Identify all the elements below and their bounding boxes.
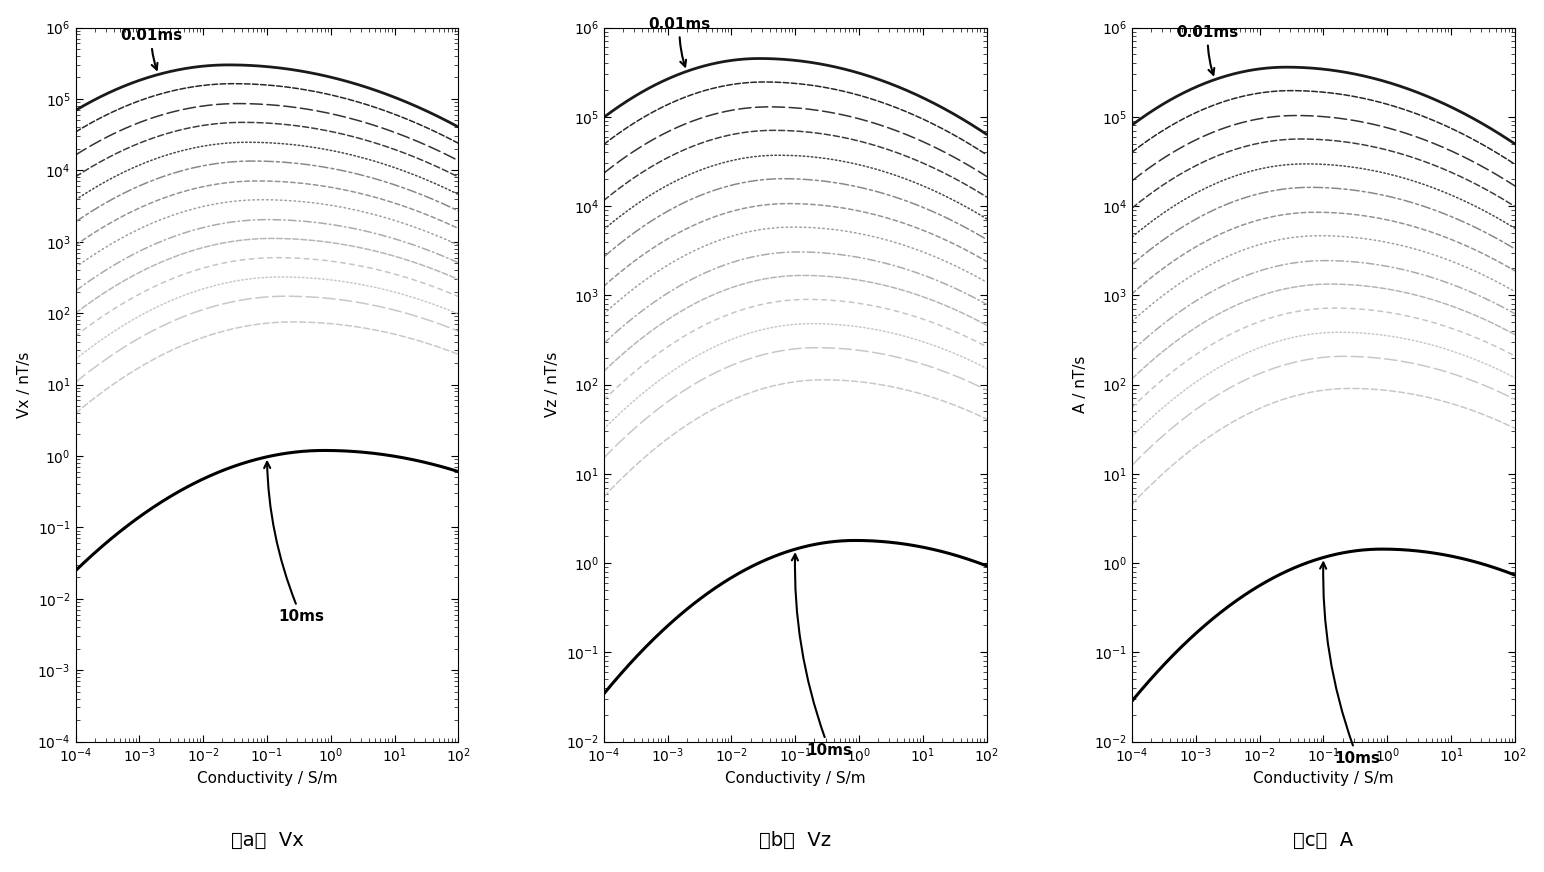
Text: 0.01ms: 0.01ms [120,29,182,70]
Y-axis label: A / nT/s: A / nT/s [1073,356,1089,413]
Text: 10ms: 10ms [792,555,852,758]
Y-axis label: Vz / nT/s: Vz / nT/s [545,352,560,417]
Text: 0.01ms: 0.01ms [648,17,710,66]
X-axis label: Conductivity / S/m: Conductivity / S/m [196,771,337,786]
Y-axis label: Vx / nT/s: Vx / nT/s [17,351,32,418]
X-axis label: Conductivity / S/m: Conductivity / S/m [724,771,866,786]
Text: （a）  Vx: （a） Vx [230,831,303,850]
Text: 10ms: 10ms [264,462,324,624]
X-axis label: Conductivity / S/m: Conductivity / S/m [1254,771,1394,786]
Text: 0.01ms: 0.01ms [1177,25,1238,75]
Text: 10ms: 10ms [1320,562,1380,766]
Text: （c）  A: （c） A [1294,831,1354,850]
Text: （b）  Vz: （b） Vz [760,831,831,850]
